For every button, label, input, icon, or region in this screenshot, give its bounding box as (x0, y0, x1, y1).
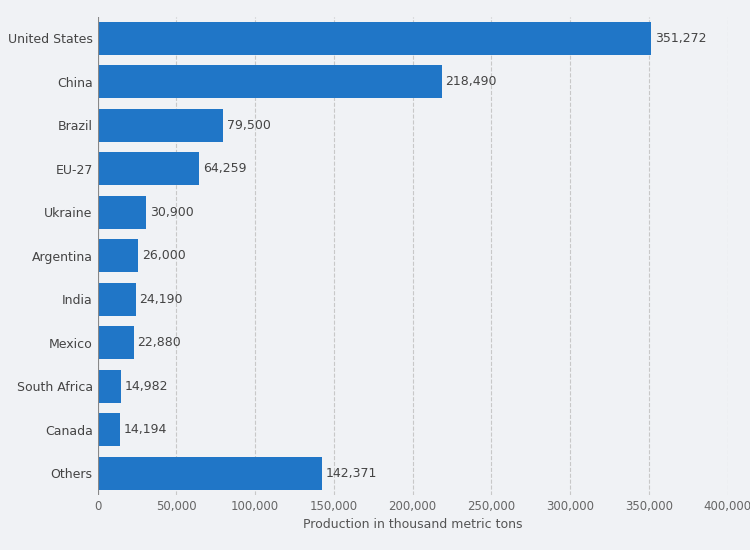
Bar (98, 414, 120, 446)
Text: 64,259: 64,259 (202, 162, 246, 175)
Bar (98, 283, 136, 316)
Bar (98, 65, 442, 98)
Text: 26,000: 26,000 (142, 249, 186, 262)
Text: 142,371: 142,371 (326, 467, 377, 480)
Bar (98, 370, 121, 403)
Bar (98, 196, 146, 229)
Text: 351,272: 351,272 (655, 32, 706, 45)
Text: 218,490: 218,490 (446, 75, 497, 88)
Bar (98, 22, 651, 54)
Bar (98, 327, 134, 359)
Text: 79,500: 79,500 (226, 119, 271, 132)
Bar (98, 457, 322, 490)
Bar (98, 239, 139, 272)
Bar (98, 109, 223, 141)
Text: 30,900: 30,900 (150, 206, 194, 219)
Text: 24,190: 24,190 (140, 293, 183, 306)
Bar (98, 152, 199, 185)
Text: 14,982: 14,982 (125, 379, 169, 393)
X-axis label: Production in thousand metric tons: Production in thousand metric tons (303, 519, 522, 531)
Text: 22,880: 22,880 (137, 336, 182, 349)
Text: 14,194: 14,194 (124, 424, 167, 436)
